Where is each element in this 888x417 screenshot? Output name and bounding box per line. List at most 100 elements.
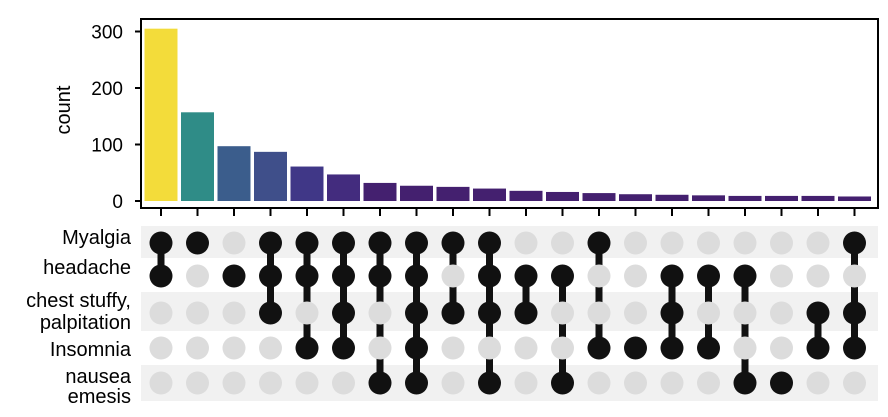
bar <box>765 195 798 201</box>
matrix-stripe <box>141 365 878 401</box>
matrix-dot-active <box>697 264 720 288</box>
matrix-dot-active <box>368 371 392 395</box>
matrix-dot-inactive <box>441 264 465 288</box>
matrix-dot-inactive <box>514 336 538 360</box>
matrix-dot-inactive <box>806 231 830 255</box>
matrix-dot-inactive <box>551 301 574 325</box>
bar <box>327 174 360 201</box>
matrix-dot-active <box>405 301 428 325</box>
matrix-dot-active <box>478 371 501 395</box>
matrix-dot-active <box>660 264 684 288</box>
matrix-dot-inactive <box>186 336 209 360</box>
matrix-dot-inactive <box>843 371 866 395</box>
set-label: nausea <box>65 366 131 388</box>
matrix-dot-active <box>259 231 282 255</box>
matrix-dot-active <box>624 336 647 360</box>
matrix-dot-active <box>770 371 793 395</box>
matrix-dot-inactive <box>697 301 720 325</box>
matrix-stripe <box>141 226 878 258</box>
set-label: palpitation <box>40 312 131 334</box>
matrix-dot-inactive <box>514 231 538 255</box>
bar <box>728 195 762 201</box>
matrix-dot-inactive <box>697 231 720 255</box>
bar <box>838 196 871 201</box>
matrix-dot-inactive <box>368 336 392 360</box>
matrix-dot-active <box>405 231 428 255</box>
matrix-dot-active <box>295 336 319 360</box>
matrix-dot-active <box>441 301 465 325</box>
matrix-dot-active <box>806 301 830 325</box>
matrix-dot-inactive <box>806 264 830 288</box>
bar <box>473 188 506 201</box>
matrix-dot-active <box>332 336 355 360</box>
matrix-dot-active <box>332 264 355 288</box>
matrix-dot-active <box>660 301 684 325</box>
matrix-dot-inactive <box>149 371 173 395</box>
matrix-dot-active <box>186 231 209 255</box>
matrix-dot-inactive <box>222 336 246 360</box>
matrix-dot-inactive <box>806 371 830 395</box>
matrix-dot-active <box>843 301 866 325</box>
matrix-dot-active <box>551 264 574 288</box>
matrix-dot-inactive <box>149 336 173 360</box>
bar <box>363 182 397 201</box>
matrix-dot-active <box>478 301 501 325</box>
matrix-dot-active <box>332 231 355 255</box>
bar <box>181 112 214 201</box>
matrix-dot-inactive <box>551 336 574 360</box>
matrix-dot-active <box>295 264 319 288</box>
matrix-dot-inactive <box>332 371 355 395</box>
y-axis-title: count <box>53 85 75 134</box>
matrix-dot-active <box>222 264 246 288</box>
matrix-dot-inactive <box>186 371 209 395</box>
matrix-dot-inactive <box>733 336 757 360</box>
bar <box>290 166 324 201</box>
matrix-dot-active <box>295 231 319 255</box>
matrix-dot-active <box>405 336 428 360</box>
matrix-dot-inactive <box>186 301 209 325</box>
set-label: emesis <box>68 386 131 408</box>
set-labels: Myalgia headache chest stuffy,palpitation I… <box>26 227 132 408</box>
matrix-dot-inactive <box>587 264 611 288</box>
matrix-dot-inactive <box>624 231 647 255</box>
matrix-dot-inactive <box>149 301 173 325</box>
matrix-dot-active <box>587 231 611 255</box>
matrix-dot-inactive <box>770 264 793 288</box>
matrix-dot-active <box>587 336 611 360</box>
matrix-dot-inactive <box>587 371 611 395</box>
axis-ticks: 0 100 200 300 <box>91 23 856 216</box>
bar <box>582 193 616 201</box>
bars <box>144 28 871 201</box>
set-label: headache <box>43 257 131 279</box>
bar <box>801 195 835 201</box>
matrix-dot-inactive <box>222 231 246 255</box>
matrix-dot-active <box>478 231 501 255</box>
set-label: chest stuffy, <box>26 290 131 312</box>
matrix-dot-active <box>551 371 574 395</box>
y-tick-label: 200 <box>91 79 123 100</box>
matrix-dot-active <box>733 371 757 395</box>
matrix-dot-inactive <box>770 301 793 325</box>
matrix-dot-inactive <box>441 336 465 360</box>
set-label: Insomnia <box>50 339 132 361</box>
matrix-dot-active <box>660 336 684 360</box>
set-label: Myalgia <box>62 227 132 249</box>
matrix-dot-inactive <box>478 336 501 360</box>
matrix-dots <box>149 231 866 395</box>
matrix-dot-active <box>368 264 392 288</box>
matrix-dot-inactive <box>587 301 611 325</box>
matrix-dot-active <box>259 301 282 325</box>
bar <box>655 194 689 201</box>
matrix-dot-inactive <box>186 264 209 288</box>
matrix-dot-inactive <box>222 371 246 395</box>
matrix-dot-inactive <box>441 371 465 395</box>
matrix-dot-active <box>733 264 757 288</box>
matrix-dot-active <box>843 231 866 255</box>
matrix-dot-active <box>405 371 428 395</box>
bar <box>436 186 470 201</box>
matrix-stripe <box>141 292 878 331</box>
matrix-dot-inactive <box>222 301 246 325</box>
matrix-dot-inactive <box>660 371 684 395</box>
matrix-dot-inactive <box>368 301 392 325</box>
matrix-dot-active <box>332 301 355 325</box>
